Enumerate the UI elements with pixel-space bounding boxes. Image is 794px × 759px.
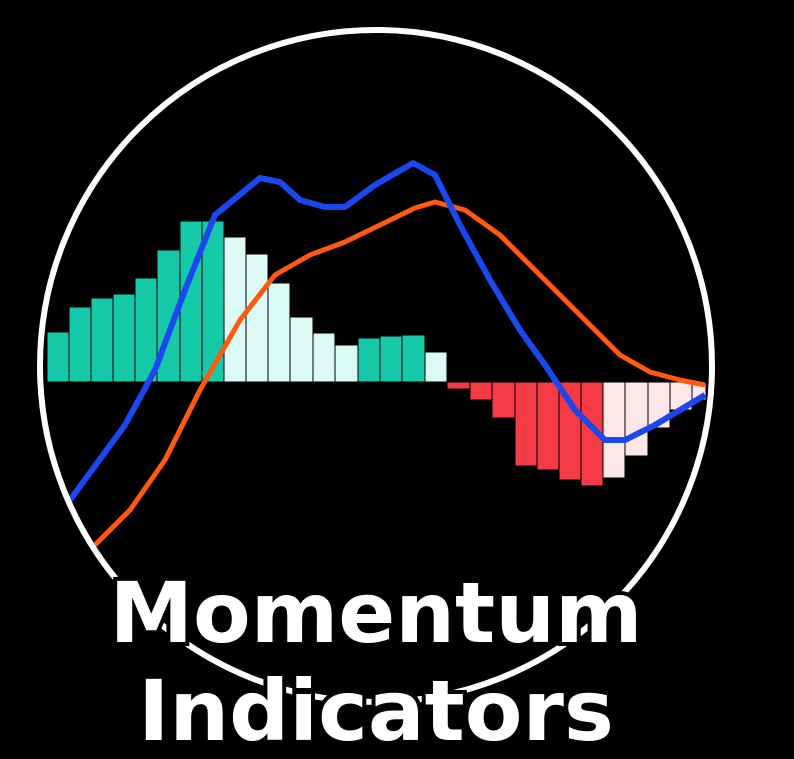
illustration [46,160,707,547]
circle-frame [37,27,715,705]
title-line-1: Momentum [109,564,642,662]
macd-line [67,160,707,502]
title-line-2: Indicators [138,662,614,759]
signal-line [93,199,706,547]
